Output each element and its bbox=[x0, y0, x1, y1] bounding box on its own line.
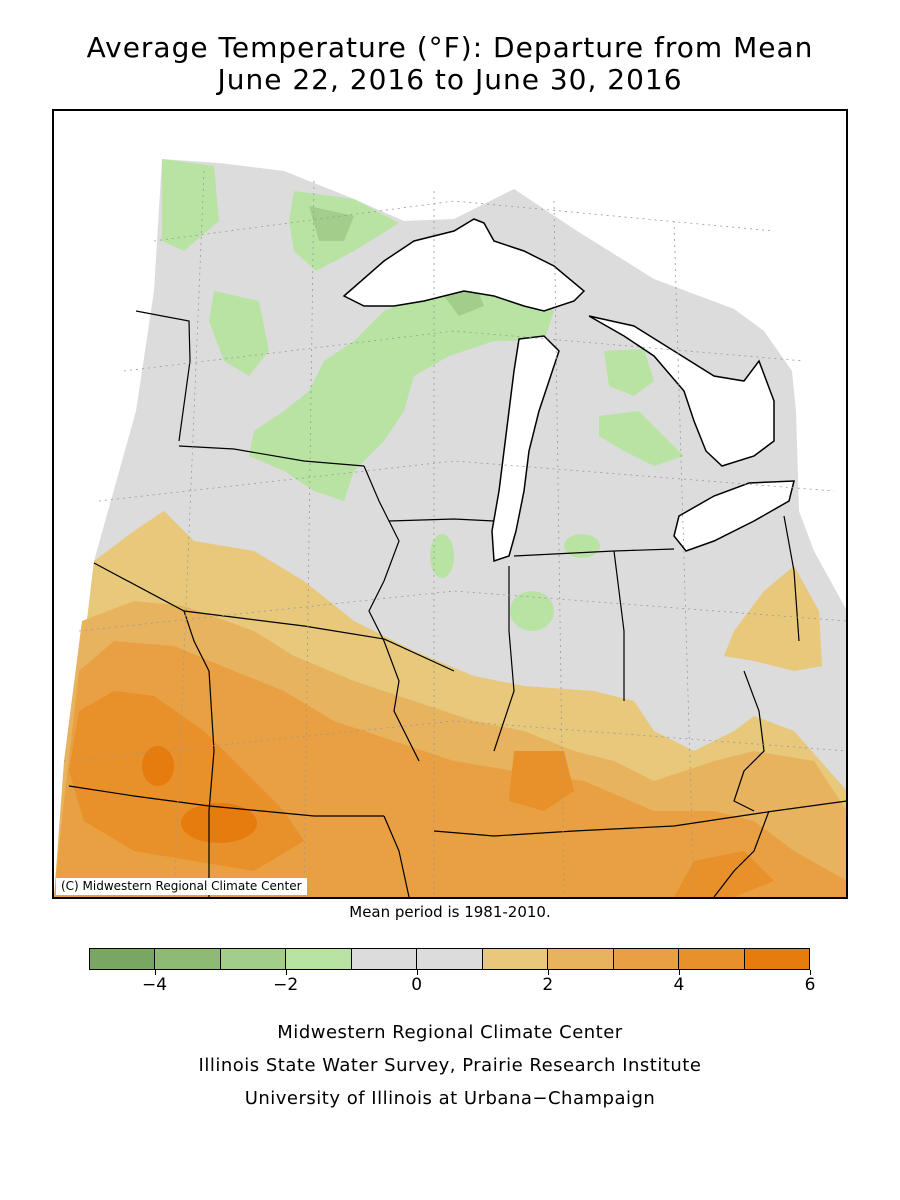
legend-swatch bbox=[155, 949, 221, 969]
cool-anomaly-region bbox=[604, 349, 654, 396]
legend-swatch bbox=[351, 949, 418, 969]
cool-anomaly-region bbox=[599, 411, 684, 466]
legend-tick-label: 2 bbox=[542, 975, 554, 995]
legend-swatch bbox=[286, 949, 352, 969]
legend-tick-mark bbox=[678, 970, 680, 975]
map-date-range: June 22, 2016 to June 30, 2016 bbox=[217, 63, 683, 96]
legend-tick-label: −2 bbox=[273, 975, 299, 995]
credit-organization: Midwestern Regional Climate Center bbox=[277, 1022, 623, 1043]
legend-tick-mark bbox=[285, 970, 287, 975]
temperature-departure-map bbox=[54, 159, 846, 897]
legend-tick-label: −4 bbox=[142, 975, 168, 995]
warm-anomaly-region bbox=[724, 566, 822, 671]
cool-anomaly-region bbox=[162, 159, 219, 251]
legend-tick-mark bbox=[810, 970, 811, 975]
warm-anomaly-region bbox=[674, 851, 774, 897]
cool-anomaly-region bbox=[564, 534, 600, 558]
map-title: Average Temperature (°F): Departure from… bbox=[86, 31, 814, 64]
legend-swatch bbox=[417, 949, 483, 969]
warm-anomaly-region bbox=[181, 803, 257, 843]
credit-university: University of Illinois at Urbana−Champai… bbox=[244, 1088, 656, 1109]
legend-swatch bbox=[613, 949, 680, 969]
lake-superior bbox=[342, 218, 586, 312]
legend-tick-label: 0 bbox=[411, 975, 423, 995]
legend-swatch bbox=[744, 949, 809, 969]
state-boundaries bbox=[68, 310, 846, 897]
legend-ticks: −4 −2 0 2 4 6 bbox=[89, 970, 815, 1000]
cool-anomaly-region bbox=[510, 591, 554, 631]
legend-swatch bbox=[220, 949, 287, 969]
legend-tick-mark bbox=[547, 970, 549, 975]
cool-anomaly-region bbox=[249, 281, 554, 501]
lat-lon-grid bbox=[63, 170, 846, 897]
legend-tick-mark bbox=[416, 970, 418, 975]
legend-swatch bbox=[679, 949, 745, 969]
legend-swatch bbox=[548, 949, 614, 969]
color-legend bbox=[89, 948, 810, 970]
legend-tick-label: 4 bbox=[673, 975, 685, 995]
lake-michigan bbox=[491, 335, 560, 563]
cool-anomaly-region bbox=[309, 206, 354, 241]
legend-swatch bbox=[482, 949, 549, 969]
lake-erie bbox=[673, 480, 795, 552]
warm-anomaly-region bbox=[509, 751, 574, 811]
lake-huron bbox=[588, 315, 775, 467]
legend-tick-mark bbox=[154, 970, 156, 975]
credit-survey: Illinois State Water Survey, Prairie Res… bbox=[198, 1055, 702, 1076]
cool-anomaly-region bbox=[430, 534, 454, 578]
mean-period-note: Mean period is 1981-2010. bbox=[349, 903, 551, 921]
legend-tick-label: 6 bbox=[804, 975, 816, 995]
copyright-notice: (C) Midwestern Regional Climate Center bbox=[56, 878, 307, 895]
map-panel: (C) Midwestern Regional Climate Center bbox=[52, 109, 848, 899]
warm-anomaly-region bbox=[142, 746, 174, 786]
legend-swatch bbox=[90, 949, 156, 969]
cool-anomaly-region bbox=[209, 291, 269, 376]
